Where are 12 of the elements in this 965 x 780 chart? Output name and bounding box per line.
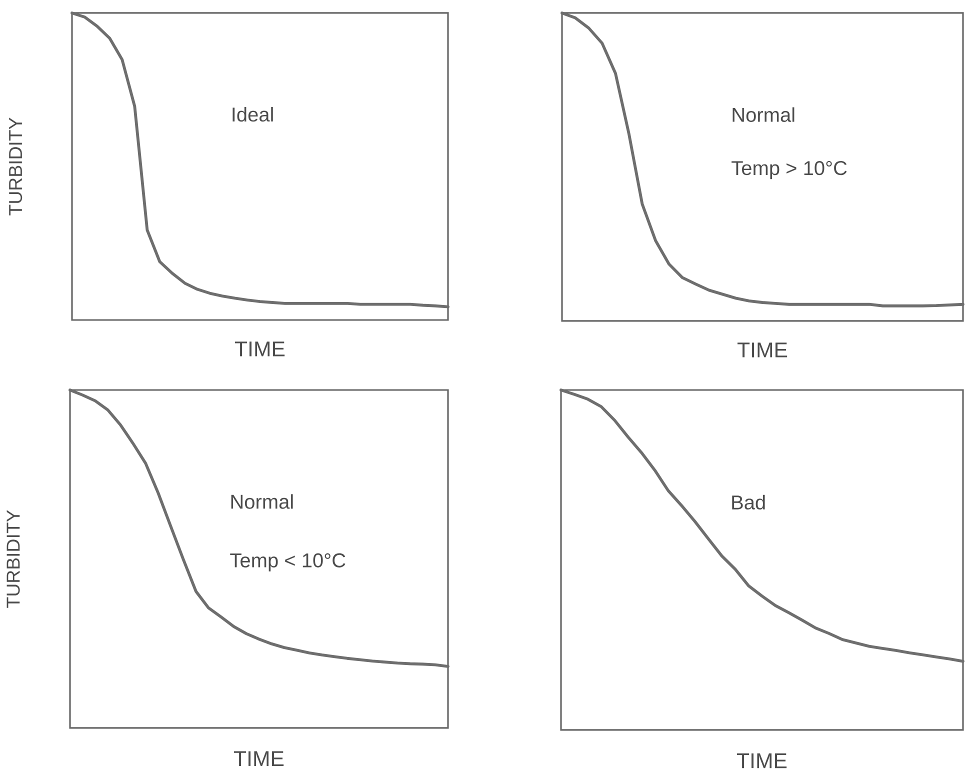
x-axis-title: TIME — [234, 751, 284, 766]
x-axis-title: TIME — [235, 342, 285, 356]
annotation: Temp < 10°C — [230, 553, 346, 572]
x-axis-title: TIME — [737, 753, 787, 768]
annotation: Normal — [231, 494, 293, 509]
y-axis-title: TURBIDITY — [6, 510, 20, 608]
annotation: Temp > 10°C — [732, 161, 847, 180]
y-axis-title: TURBIDITY — [9, 118, 22, 216]
annotation: Ideal — [232, 106, 273, 122]
annotation: Bad — [732, 494, 765, 510]
x-axis-title: TIME — [738, 342, 788, 358]
annotation: Normal — [732, 107, 794, 122]
